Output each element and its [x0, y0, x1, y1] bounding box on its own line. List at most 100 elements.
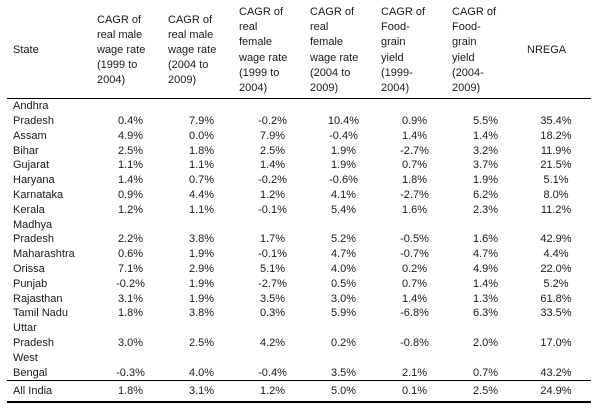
value-cell: 1.9%	[330, 159, 357, 172]
value-cell: 5.4%	[330, 203, 357, 216]
value-cell: -0.3%	[116, 366, 145, 379]
value-cell: 1.8%	[188, 144, 215, 157]
value-cell: 42.9%	[540, 233, 572, 246]
table-row: Orissa 7.1% 2.9% 5.1% 4.0% 0.2% 4.9% 22.0%	[7, 262, 591, 277]
value-cell: 5.0%	[308, 380, 379, 404]
value-cell: 22.0%	[540, 262, 572, 275]
value-cell: -0.4%	[258, 366, 287, 379]
table-row: West Bengal -0.3% 4.0% -0.4% 3.5% 2.1% 0.7% 43.…	[7, 351, 591, 381]
value-cell: 0.7%	[401, 277, 428, 290]
value-cell: 2.5%	[450, 380, 521, 404]
state-cell: Madhya Pradesh	[13, 218, 54, 246]
value-cell: 3.2%	[472, 144, 499, 157]
value-cell: 0.0%	[188, 129, 215, 142]
value-cell: -0.2%	[258, 174, 287, 187]
value-cell: 1.8%	[95, 380, 166, 404]
value-cell: 4.4%	[188, 189, 215, 201]
col-header-male-wage-cagr-1999-2004: CAGR of real male wage rate (1999 to 200…	[95, 2, 166, 100]
value-cell: 5.2%	[543, 277, 569, 290]
value-cell: 1.9%	[188, 292, 215, 305]
value-cell: -0.6%	[329, 174, 358, 187]
value-cell: 4.1%	[330, 189, 357, 201]
value-cell: 2.5%	[117, 144, 144, 157]
value-cell: 1.1%	[188, 203, 215, 216]
value-cell: 3.1%	[117, 292, 144, 305]
value-cell: 4.0%	[188, 366, 215, 379]
value-cell: 4.9%	[117, 129, 144, 142]
value-cell: 24.9%	[521, 380, 591, 404]
value-cell: 2.9%	[188, 262, 215, 275]
value-cell: -0.2%	[258, 115, 287, 128]
value-cell: 5.9%	[330, 307, 357, 320]
state-cell: Gujarat	[13, 159, 50, 172]
state-cell: West Bengal	[13, 351, 48, 379]
value-cell: 1.4%	[472, 277, 499, 290]
value-cell: -0.5%	[400, 233, 429, 246]
header-row: State CAGR of real male wage rate (1999 …	[7, 2, 591, 100]
value-cell: 1.1%	[188, 159, 215, 172]
table-body: Andhra Pradesh 0.4% 7.9% -0.2% 10.4% 0.9% 5.5%…	[7, 99, 591, 404]
value-cell: 1.2%	[237, 380, 308, 404]
value-cell: 3.8%	[188, 307, 215, 320]
value-cell: 0.5%	[330, 277, 357, 290]
state-cell: Tamil Nadu	[13, 307, 69, 320]
value-cell: 5.5%	[472, 115, 499, 128]
value-cell: 1.6%	[401, 203, 428, 216]
value-cell: 4.9%	[472, 262, 499, 275]
value-cell: 2.0%	[472, 336, 499, 349]
table-header: State CAGR of real male wage rate (1999 …	[7, 2, 591, 100]
value-cell: 17.0%	[540, 336, 572, 349]
value-cell: 0.7%	[188, 174, 215, 187]
value-cell: 3.1%	[166, 380, 237, 404]
value-cell: 6.2%	[472, 189, 499, 201]
value-cell: 1.2%	[259, 189, 286, 201]
col-header-female-wage-cagr-1999-2004: CAGR of real female wage rate (1999 to 2…	[237, 2, 308, 100]
value-cell: 1.1%	[117, 159, 144, 172]
value-cell: 1.8%	[401, 174, 428, 187]
value-cell: 7.9%	[188, 115, 215, 128]
value-cell: 2.5%	[259, 144, 286, 157]
value-cell: -0.1%	[258, 203, 287, 216]
value-cell: 0.3%	[259, 307, 286, 320]
value-cell: 1.9%	[188, 248, 215, 261]
value-cell: 1.4%	[401, 129, 428, 142]
state-cell: All India	[7, 380, 95, 404]
value-cell: 7.9%	[259, 129, 286, 142]
value-cell: 18.2%	[540, 129, 572, 142]
value-cell: 61.8%	[540, 292, 572, 305]
value-cell: 0.9%	[117, 189, 144, 201]
value-cell: 21.5%	[540, 159, 572, 172]
value-cell: 5.2%	[330, 233, 357, 246]
table-row: Haryana 1.4% 0.7% -0.2% -0.6% 1.8% 1.9% 5.1%	[7, 173, 591, 188]
table-row: Bihar 2.5% 1.8% 2.5% 1.9% -2.7% 3.2% 11.9%	[7, 144, 591, 159]
value-cell: 11.9%	[540, 144, 572, 157]
value-cell: 2.3%	[472, 203, 499, 216]
value-cell: 1.2%	[117, 203, 144, 216]
total-row: All India 1.8% 3.1% 1.2% 5.0% 0.1% 2.5% 24.9%	[7, 380, 591, 404]
table-row: Kerala 1.2% 1.1% -0.1% 5.4% 1.6% 2.3% 11.2%	[7, 203, 591, 218]
value-cell: 0.6%	[117, 248, 144, 261]
value-cell: -0.1%	[258, 248, 287, 261]
value-cell: 7.1%	[117, 262, 144, 275]
col-header-state: State	[7, 2, 95, 100]
value-cell: -6.8%	[400, 307, 429, 320]
value-cell: -0.8%	[400, 336, 429, 349]
value-cell: 4.0%	[330, 262, 357, 275]
table-row: Gujarat 1.1% 1.1% 1.4% 1.9% 0.7% 3.7% 21.5%	[7, 158, 591, 173]
value-cell: 0.7%	[472, 366, 499, 379]
state-cell: Orissa	[13, 262, 45, 275]
value-cell: 0.4%	[117, 115, 144, 128]
value-cell: 3.8%	[188, 233, 215, 246]
value-cell: -0.4%	[329, 129, 358, 142]
value-cell: 5.1%	[543, 174, 569, 187]
value-cell: 43.2%	[540, 366, 572, 379]
table-row: Punjab -0.2% 1.9% -2.7% 0.5% 0.7% 1.4% 5.2%	[7, 277, 591, 292]
value-cell: 33.5%	[540, 307, 572, 320]
value-cell: 5.1%	[259, 262, 286, 275]
value-cell: 0.2%	[330, 336, 357, 349]
value-cell: 1.7%	[259, 233, 286, 246]
state-cell: Kerala	[13, 203, 45, 216]
state-cell: Bihar	[13, 144, 39, 157]
col-header-male-wage-cagr-2004-2009: CAGR of real male wage rate (2004 to 200…	[166, 2, 237, 100]
